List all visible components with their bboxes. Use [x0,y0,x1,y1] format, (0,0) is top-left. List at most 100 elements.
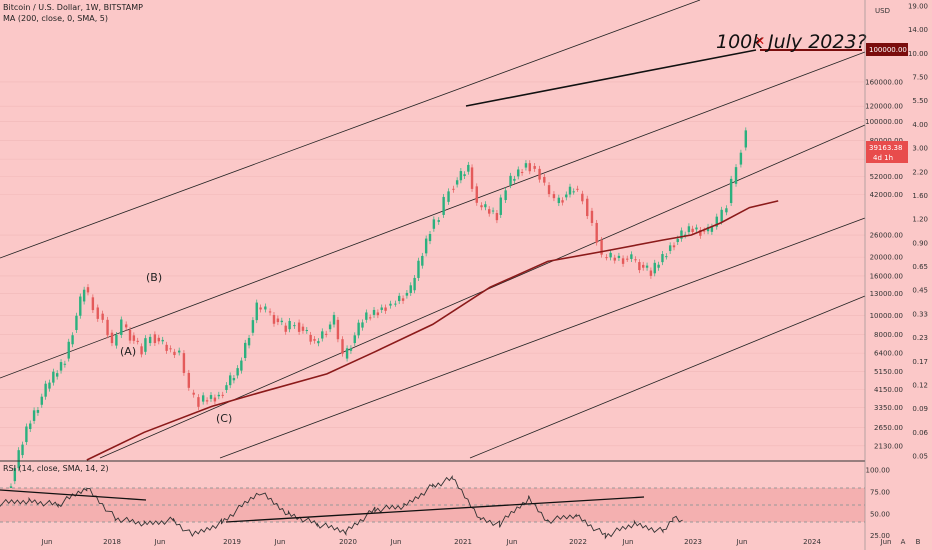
current-countdown-label: 4d 1h [873,154,893,162]
candle-body [665,256,668,258]
ratio-tick-label: 0.17 [912,358,928,366]
candle-body [86,287,90,293]
candle-body [128,329,132,341]
candle-body [520,171,524,173]
grid-lines [0,81,865,447]
candle-body [543,177,546,183]
candle-body [432,219,436,229]
channel-line [469,295,866,459]
candle-body [484,204,487,208]
candle-body [437,220,440,222]
candle-body [552,194,556,199]
target-date-annotation: July 2023? [764,31,867,53]
candle-body [695,227,698,230]
candle-body [424,238,428,254]
time-tick-label: Jun [622,538,634,546]
rsi-tick-label: 75.00 [870,488,890,496]
time-tick-label: 2020 [339,538,357,546]
candle-body [276,318,280,323]
price-tick-label: 80000.00 [870,137,903,145]
target-price-label: 100000.00 [869,46,907,54]
candle-body [264,306,267,310]
time-tick-label: B [916,538,921,546]
candle-body [91,297,95,311]
price-tick-label: 10000.00 [870,312,903,320]
candle-body [321,331,324,339]
ratio-tick-label: 19.00 [908,3,928,11]
candle-body [236,368,239,376]
wave-label-c: (C) [216,412,232,425]
candle-body [376,312,380,316]
candle-body [71,335,74,345]
candle-body [565,194,568,198]
candle-body [513,178,516,181]
price-candles [9,127,748,498]
candle-body [59,362,63,371]
candle-body [605,257,608,259]
candle-body [417,260,420,278]
price-tick-label: 26000.00 [870,232,903,240]
candle-body [221,394,224,396]
candle-body [452,188,455,190]
wave-label-a: (A) [120,345,136,358]
candle-body [480,205,483,208]
candle-body [533,166,536,169]
candle-body [568,186,572,195]
candle-body [157,337,160,342]
candle-body [280,320,284,323]
price-tick-label: 16000.00 [870,272,903,280]
candle-body [638,262,641,271]
candle-body [409,285,412,293]
candle-body [428,233,432,242]
candle-body [720,209,723,222]
candle-body [297,322,301,332]
ratio-tick-label: 0.90 [912,239,928,247]
candle-body [463,174,466,176]
candle-body [40,396,43,405]
candle-body [357,322,360,336]
candle-body [491,210,495,212]
candle-body [699,229,702,236]
candle-body [82,289,86,302]
time-axis[interactable]: Jun 2018 Jun 2019 Jun 2020 Jun 2021 Jun 2022 Jun 20… [41,538,921,546]
price-tick-label: 2130.00 [874,442,903,450]
ratio-tick-label: 0.33 [912,310,928,318]
candle-body [595,222,598,243]
candle-body [421,255,424,266]
candle-body [341,339,344,354]
candle-body [55,373,59,377]
channel-line [219,217,866,459]
candle-body [247,337,251,346]
price-tick-label: 5150.00 [874,368,903,376]
candle-body [715,216,718,227]
candle-body [634,259,637,261]
ma-200-line [86,200,779,461]
candle-body [687,226,691,233]
candle-body [251,320,255,333]
candle-body [96,307,99,319]
candle-body [617,255,621,259]
candle-body [581,193,584,202]
candle-body [744,130,748,148]
candle-body [120,319,123,335]
candle-body [561,200,564,203]
candle-body [169,348,172,350]
candle-body [336,319,340,340]
time-tick-label: 2023 [684,538,702,546]
price-tick-label: 160000.00 [865,78,903,86]
rsi-trendline-left [0,489,147,501]
candle-body [148,336,152,344]
time-tick-label: Jun [736,538,748,546]
price-tick-label: 13000.00 [870,290,903,298]
candle-body [244,342,247,358]
candle-body [255,302,258,321]
time-tick-label: Jun [390,538,402,546]
candle-body [209,395,213,399]
candle-body [586,198,589,217]
candle-body [32,410,36,421]
candle-body [710,226,714,232]
time-tick-label: Jun [274,538,286,546]
candle-body [517,169,520,177]
rsi-tick-label: 50.00 [870,510,890,518]
